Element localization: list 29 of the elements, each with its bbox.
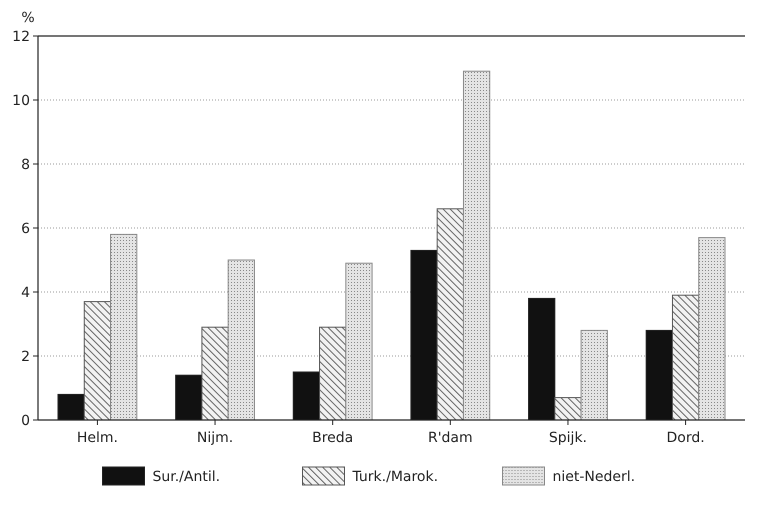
bar: [345, 262, 373, 420]
bar: [462, 70, 490, 420]
legend-label: niet-Nederl.: [552, 468, 636, 485]
y-tick-label: 8: [21, 156, 30, 173]
y-tick-label: 12: [12, 28, 30, 45]
legend-label: Turk./Marok.: [352, 468, 438, 485]
y-tick-label: 10: [12, 92, 30, 109]
y-tick-label: 0: [21, 412, 30, 429]
bar: [698, 237, 726, 420]
x-tick-label: Nijm.: [196, 430, 234, 446]
bar: [201, 326, 229, 420]
bar: [84, 301, 112, 420]
y-tick-label: 6: [21, 220, 30, 237]
bar: [319, 326, 346, 420]
x-tick-label: R'dam: [428, 430, 473, 446]
x-tick-label: Helm.: [76, 430, 118, 446]
bar: [554, 397, 582, 420]
bar: [110, 234, 138, 420]
y-axis-title: %: [21, 10, 35, 26]
y-tick-label: 4: [21, 284, 30, 301]
bar: [580, 330, 608, 420]
x-tick-label: Dord.: [666, 430, 705, 446]
y-tick-label: 2: [21, 348, 30, 365]
legend-label: Sur./Antil.: [152, 468, 220, 485]
bar: [436, 208, 464, 420]
x-tick-label: Spijk.: [548, 430, 588, 446]
bar: [672, 294, 700, 420]
x-tick-label: Breda: [312, 430, 354, 446]
bar: [228, 260, 255, 420]
